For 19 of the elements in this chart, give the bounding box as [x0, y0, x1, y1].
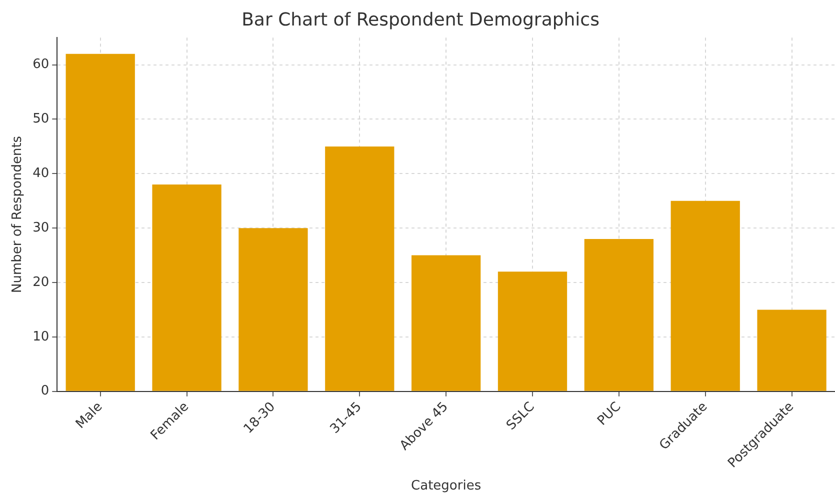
bar — [584, 238, 654, 391]
x-axis-title: Categories — [411, 478, 482, 494]
bar — [152, 184, 222, 391]
bar — [238, 228, 308, 391]
bar — [757, 310, 826, 391]
y-tick-label: 0 — [40, 384, 50, 399]
y-tick-label: 20 — [32, 274, 50, 290]
bar — [325, 146, 394, 391]
chart-title: Bar Chart of Respondent Demographics — [242, 9, 600, 30]
bar — [670, 200, 740, 391]
y-axis-title: Number of Respondents — [10, 136, 26, 293]
y-tick-label: 50 — [32, 112, 50, 127]
bar — [66, 54, 135, 391]
y-tick-label: 40 — [32, 166, 50, 182]
y-tick-label: 30 — [32, 220, 50, 236]
y-tick-label: 60 — [32, 57, 50, 72]
bar — [498, 272, 568, 391]
bar — [412, 255, 481, 391]
y-tick-label: 10 — [32, 329, 50, 344]
